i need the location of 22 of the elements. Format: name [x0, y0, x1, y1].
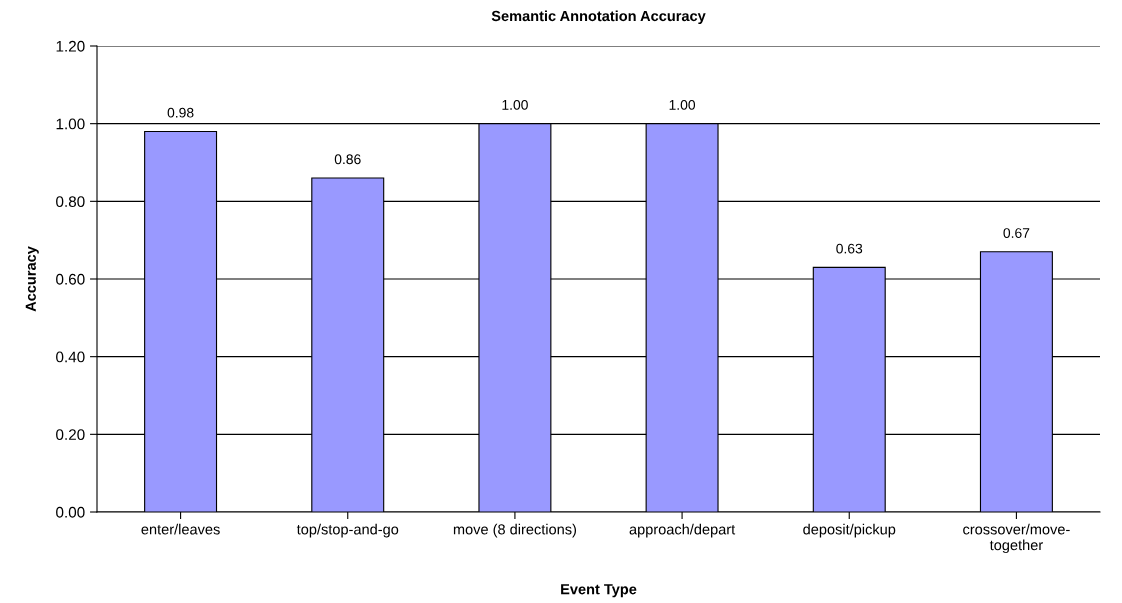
x-tick-label: deposit/pickup: [803, 523, 896, 538]
data-label: 0.63: [836, 243, 863, 254]
data-label: 0.86: [334, 154, 361, 165]
x-tick-label: approach/depart: [629, 523, 736, 538]
chart-title: Semantic Annotation Accuracy: [491, 10, 706, 25]
x-tick-label: enter/leaves: [141, 523, 220, 535]
x-tick-label: move (8 directions): [453, 523, 577, 538]
data-label: 1.00: [502, 99, 528, 110]
data-label: 0.98: [167, 107, 194, 118]
y-tick-label: 0.20: [56, 429, 85, 441]
x-tick-label: top/stop-and-go: [296, 523, 399, 538]
y-tick-label: 0.00: [56, 506, 85, 518]
y-tick-label: 0.40: [56, 351, 85, 363]
x-axis-title: Event Type: [561, 584, 637, 598]
y-tick-label: 1.20: [56, 40, 85, 52]
x-tick-label: crossover/move- together: [963, 523, 1070, 554]
data-label: 1.00: [669, 99, 696, 110]
y-tick-label: 1.00: [56, 118, 85, 130]
y-axis-title: Accuracy: [25, 246, 39, 312]
data-label: 0.67: [1003, 228, 1030, 238]
y-tick-label: 0.80: [56, 196, 85, 208]
y-tick-label: 0.60: [56, 273, 85, 285]
